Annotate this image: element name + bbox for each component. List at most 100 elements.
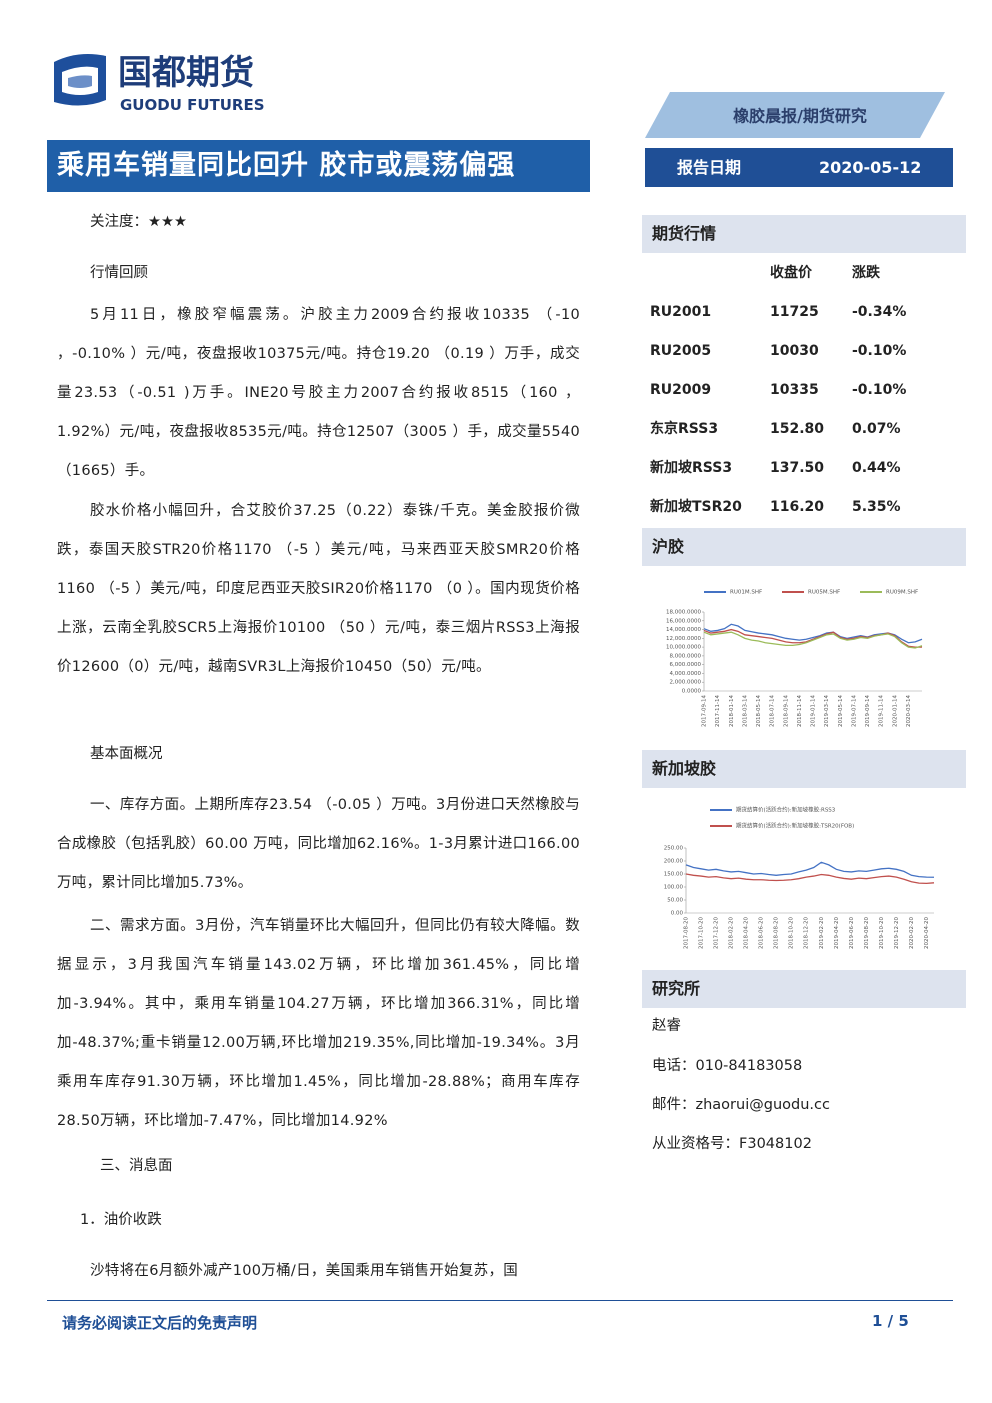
x-tick-label: 2017-09-14 [702,695,708,727]
series-line [703,628,922,648]
x-tick-label: 2018-05-14 [756,695,762,727]
legend-label: RU01M.SHF [730,590,762,596]
category-bg [645,92,945,138]
x-tick-label: 2018-04-20 [744,917,750,949]
contract: RU2009 [650,382,712,398]
change: -0.10% [852,382,907,398]
logo-mark-core [68,75,92,88]
x-tick-label: 2020-04-20 [924,917,930,949]
x-tick-label: 2020-03-14 [906,695,912,727]
contract: 新加坡RSS3 [650,460,733,476]
x-tick-label: 2019-07-14 [851,695,857,727]
legend-label: 期货结算价(活跃合约):新加坡橡胶:TSR20(FOB) [736,822,854,830]
category: 橡胶晨报/期货研究 [733,107,867,126]
change: 0.44% [852,460,901,476]
x-tick-label: 2019-02-20 [819,917,825,949]
series-line [703,631,923,649]
date-label: 报告日期 [677,158,742,177]
y-tick-label: 2,000.0000 [670,680,702,686]
x-tick-label: 2018-10-20 [789,917,795,949]
y-tick-label: 200.00 [664,859,684,865]
license: 从业资格号：F3048102 [652,1136,812,1152]
y-tick-label: 150.00 [664,872,684,878]
y-tick-label: 6,000.0000 [670,662,702,668]
sub-heading: 1．油价收跌 [80,1212,162,1228]
x-tick-label: 2018-06-20 [759,917,765,949]
x-tick-label: 2019-05-14 [838,695,844,727]
close-price: 10030 [770,343,819,359]
change: 5.35% [852,499,901,515]
column-header: 涨跌 [852,265,880,281]
change: -0.10% [852,343,907,359]
close-price: 11725 [770,304,819,320]
market-title: 期货行情 [642,215,966,253]
attention: 关注度：★★★ [90,214,187,230]
paragraph: 沙特将在6月额外减产100万桶/日，美国乘用车销售开始复苏，国 [90,1263,519,1279]
y-tick-label: 14,000.0000 [666,627,701,633]
x-tick-label: 2019-06-20 [849,917,855,949]
close-price: 116.20 [770,499,825,515]
change: -0.34% [852,304,907,320]
section-heading: 基本面概况 [90,746,163,762]
section-heading: 三、消息面 [100,1158,173,1174]
y-tick-label: 16,000.0000 [666,618,701,624]
x-tick-label: 2018-09-14 [783,695,789,727]
institute-title: 研究所 [642,970,966,1008]
x-tick-label: 2020-02-20 [909,917,915,949]
logo-en: GUODU FUTURES [120,96,265,114]
series-line [685,873,935,885]
legend-label: RU09M.SHF [886,590,918,596]
footer-rule [47,1300,953,1301]
y-tick-label: 100.00 [664,885,684,891]
x-tick-label: 2018-07-14 [770,695,776,727]
paragraph: 5月11日，橡胶窄幅震荡。沪胶主力2009合约报收10335 （-10 ，-0.… [57,307,580,479]
x-tick-label: 2020-01-14 [892,695,898,727]
x-tick-label: 2019-11-14 [879,695,885,727]
paragraph: 二、需求方面。3月份，汽车销量环比大幅回升，但同比仍有较大降幅。数据显示，3月我… [57,918,580,1129]
paragraph: 一、库存方面。上期所库存23.54 （-0.05 ）万吨。3月份进口天然橡胶与合… [57,797,580,891]
chart-title: 沪胶 [642,528,966,566]
x-tick-label: 2018-03-14 [742,695,748,727]
x-tick-label: 2019-09-14 [865,695,871,727]
close-price: 137.50 [770,460,825,476]
date-bar: 报告日期 2020-05-12 [645,148,953,187]
title: 乘用车销量同比回升 胶市或震荡偏强 [57,150,516,181]
y-tick-label: 12,000.0000 [666,636,701,642]
series-line [685,861,935,878]
close-price: 10335 [770,382,819,398]
x-tick-label: 2017-12-20 [714,917,720,949]
legend-label: RU05M.SHF [808,590,840,596]
x-tick-label: 2018-02-20 [729,917,735,949]
contract: RU2005 [650,343,712,359]
x-tick-label: 2018-01-14 [729,695,735,727]
x-tick-label: 2019-10-20 [879,917,885,949]
y-tick-label: 250.00 [664,846,684,852]
email: 邮件：zhaorui@guodu.cc [652,1097,830,1113]
x-tick-label: 2018-12-20 [804,917,810,949]
x-tick-label: 2018-08-20 [774,917,780,949]
title-bar: 乘用车销量同比回升 胶市或震荡偏强 [47,140,590,192]
report-date: 2020-05-12 [819,158,922,177]
y-tick-label: 10,000.0000 [666,645,701,651]
chart: 0.00 50.00 100.00 150.00 200.00 250.00 2017-08… [664,806,935,949]
y-tick-label: 4,000.0000 [670,671,702,677]
y-tick-label: 0.0000 [682,689,702,695]
phone: 电话：010-84183058 [652,1058,803,1074]
x-tick-label: 2017-08-20 [684,917,690,949]
analyst: 赵睿 [652,1018,681,1034]
x-tick-label: 2019-03-14 [824,695,830,727]
logo-cn: 国都期货 [118,53,254,93]
contract: 新加坡TSR20 [650,499,742,515]
x-tick-label: 2019-01-14 [811,695,817,727]
close-price: 152.80 [770,421,825,437]
chart: 0.0000 2,000.0000 4,000.0000 6,000.0000 8,00… [666,590,923,727]
y-tick-label: 0.00 [671,911,684,917]
x-tick-label: 2017-11-14 [715,695,721,727]
change: 0.07% [852,421,901,437]
category-tag: 橡胶晨报/期货研究 [645,92,945,138]
logo: 国都期货 GUODU FUTURES [54,53,265,114]
disclaimer: 请务必阅读正文后的免责声明 [62,1314,258,1332]
paragraph: 胶水价格小幅回升，合艾胶价37.25（0.22）泰铢/千克。美金胶报价微跌，泰国… [57,503,580,675]
section-heading: 行情回顾 [90,265,148,281]
